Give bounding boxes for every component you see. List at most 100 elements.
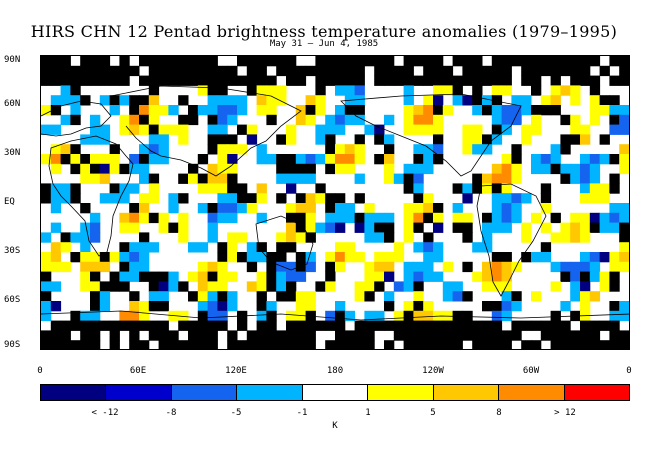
anomaly-cell	[286, 330, 297, 341]
anomaly-cell	[501, 105, 512, 116]
anomaly-cell	[325, 212, 336, 224]
anomaly-map	[40, 55, 630, 350]
anomaly-cell	[482, 105, 493, 116]
anomaly-cell	[188, 65, 199, 77]
anomaly-cell	[237, 56, 248, 67]
anomaly-cell	[491, 330, 503, 341]
anomaly-cell	[423, 252, 434, 263]
anomaly-cell	[295, 212, 307, 224]
anomaly-cell	[129, 242, 140, 253]
anomaly-cell	[540, 242, 552, 253]
anomaly-cell	[50, 281, 62, 292]
anomaly-cell	[511, 291, 522, 302]
anomaly-cell	[462, 124, 473, 135]
anomaly-cell	[384, 291, 395, 302]
anomaly-cell	[80, 154, 91, 165]
anomaly-cell	[148, 242, 160, 253]
anomaly-cell	[403, 75, 414, 86]
anomaly-cell	[433, 222, 444, 233]
anomaly-cell	[119, 320, 130, 331]
anomaly-cell	[560, 65, 571, 77]
anomaly-cell	[41, 105, 52, 116]
anomaly-cell	[246, 261, 258, 273]
anomaly-cell	[70, 310, 81, 322]
anomaly-cell	[237, 144, 248, 155]
colorbar-swatch	[301, 385, 368, 400]
anomaly-cell	[158, 144, 169, 155]
anomaly-cell	[423, 105, 434, 116]
anomaly-cell	[609, 105, 620, 116]
anomaly-cell	[550, 330, 561, 341]
anomaly-cell	[109, 144, 120, 155]
anomaly-cell	[344, 203, 356, 214]
anomaly-cell	[433, 65, 444, 77]
anomaly-cell	[599, 281, 610, 292]
anomaly-cell	[609, 271, 620, 282]
anomaly-cell	[129, 154, 140, 165]
anomaly-cell	[393, 173, 405, 184]
anomaly-cell	[60, 85, 71, 96]
anomaly-cell	[384, 134, 395, 145]
anomaly-cell	[589, 75, 601, 86]
anomaly-cell	[560, 232, 571, 243]
anomaly-cell	[276, 340, 287, 349]
anomaly-cell	[325, 320, 336, 331]
colorbar-label: -5	[230, 408, 242, 418]
anomaly-cell	[521, 95, 532, 106]
anomaly-cell	[119, 114, 130, 126]
anomaly-cell	[41, 56, 52, 67]
anomaly-cell	[237, 203, 248, 214]
anomaly-cell	[580, 56, 591, 67]
anomaly-cell	[374, 222, 385, 233]
anomaly-cell	[511, 95, 522, 106]
anomaly-cell	[129, 95, 140, 106]
anomaly-cell	[570, 222, 581, 233]
anomaly-cell	[580, 173, 591, 184]
anomaly-cell	[452, 281, 463, 292]
anomaly-cell	[256, 85, 267, 96]
anomaly-cell	[148, 320, 160, 331]
anomaly-cell	[286, 222, 297, 233]
anomaly-cell	[41, 232, 52, 243]
lat-label-30s: 30S	[4, 246, 21, 256]
anomaly-cell	[217, 310, 228, 322]
anomaly-cell	[139, 203, 150, 214]
anomaly-cell	[90, 310, 101, 322]
anomaly-cell	[491, 134, 503, 145]
anomaly-cell	[286, 56, 297, 67]
anomaly-cell	[531, 85, 542, 96]
anomaly-cell	[560, 163, 571, 175]
anomaly-cell	[217, 281, 228, 292]
anomaly-cell	[325, 193, 336, 204]
anomaly-cell	[286, 310, 297, 322]
anomaly-cell	[482, 212, 493, 224]
anomaly-cell	[423, 56, 434, 67]
anomaly-cell	[413, 222, 424, 233]
anomaly-cell	[129, 124, 140, 135]
anomaly-cell	[462, 261, 473, 273]
anomaly-cell	[491, 320, 503, 331]
anomaly-cell	[619, 154, 629, 165]
anomaly-cell	[109, 183, 120, 194]
anomaly-cell	[295, 65, 307, 77]
anomaly-cell	[521, 340, 532, 349]
anomaly-cell	[178, 95, 189, 106]
anomaly-cell	[139, 242, 150, 253]
anomaly-cell	[482, 183, 493, 194]
anomaly-cell	[374, 271, 385, 282]
anomaly-cell	[80, 242, 91, 253]
anomaly-cell	[354, 252, 365, 263]
anomaly-cell	[148, 124, 160, 135]
anomaly-cell	[354, 173, 365, 184]
anomaly-cell	[256, 252, 267, 263]
anomaly-cell	[619, 310, 629, 322]
anomaly-cell	[70, 65, 81, 77]
anomaly-cell	[354, 222, 365, 233]
anomaly-cell	[60, 154, 71, 165]
anomaly-cell	[423, 340, 434, 349]
anomaly-cell	[403, 340, 414, 349]
anomaly-cell	[531, 114, 542, 126]
anomaly-cell	[413, 242, 424, 253]
anomaly-cell	[491, 310, 503, 322]
anomaly-cell	[403, 232, 414, 243]
